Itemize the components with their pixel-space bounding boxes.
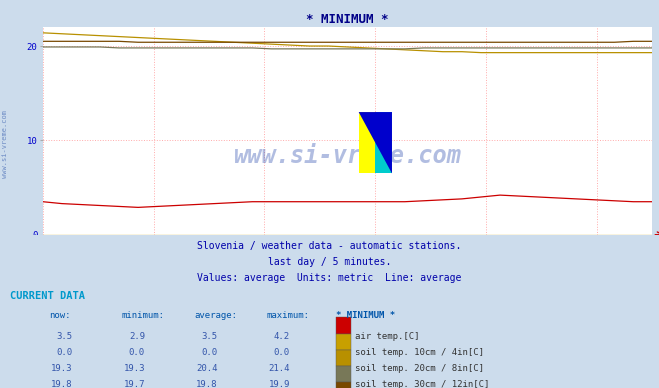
Text: now:: now: — [49, 311, 71, 320]
Text: soil temp. 10cm / 4in[C]: soil temp. 10cm / 4in[C] — [355, 348, 484, 357]
Bar — [358, 112, 376, 173]
Text: 19.7: 19.7 — [123, 380, 145, 388]
Text: 2.9: 2.9 — [129, 331, 145, 341]
Text: 19.8: 19.8 — [51, 380, 72, 388]
Bar — [336, 366, 351, 382]
Text: 0.0: 0.0 — [274, 348, 290, 357]
Text: 20.4: 20.4 — [196, 364, 217, 373]
Text: 4.2: 4.2 — [274, 331, 290, 341]
Text: 19.8: 19.8 — [196, 380, 217, 388]
Text: * MINIMUM *: * MINIMUM * — [336, 311, 395, 320]
Text: www.si-vreme.com: www.si-vreme.com — [234, 144, 461, 168]
Text: 3.5: 3.5 — [57, 331, 72, 341]
Title: * MINIMUM *: * MINIMUM * — [306, 13, 389, 26]
Text: last day / 5 minutes.: last day / 5 minutes. — [268, 257, 391, 267]
Text: 0.0: 0.0 — [202, 348, 217, 357]
Text: 3.5: 3.5 — [202, 331, 217, 341]
Bar — [336, 334, 351, 350]
Text: 19.9: 19.9 — [268, 380, 290, 388]
Bar — [336, 317, 351, 334]
Text: 21.4: 21.4 — [268, 364, 290, 373]
Text: www.si-vreme.com: www.si-vreme.com — [2, 109, 9, 178]
Text: 0.0: 0.0 — [129, 348, 145, 357]
Bar — [376, 112, 392, 173]
Polygon shape — [358, 112, 392, 173]
Text: minimum:: minimum: — [122, 311, 165, 320]
Text: 19.3: 19.3 — [51, 364, 72, 373]
Bar — [336, 382, 351, 388]
Text: soil temp. 30cm / 12in[C]: soil temp. 30cm / 12in[C] — [355, 380, 489, 388]
Text: 19.3: 19.3 — [123, 364, 145, 373]
Text: Values: average  Units: metric  Line: average: Values: average Units: metric Line: aver… — [197, 273, 462, 283]
Text: maximum:: maximum: — [267, 311, 310, 320]
Text: average:: average: — [194, 311, 237, 320]
Text: CURRENT DATA: CURRENT DATA — [10, 291, 85, 301]
Text: Slovenia / weather data - automatic stations.: Slovenia / weather data - automatic stat… — [197, 241, 462, 251]
Text: soil temp. 20cm / 8in[C]: soil temp. 20cm / 8in[C] — [355, 364, 484, 373]
Bar — [336, 350, 351, 366]
Text: air temp.[C]: air temp.[C] — [355, 331, 419, 341]
Text: 0.0: 0.0 — [57, 348, 72, 357]
